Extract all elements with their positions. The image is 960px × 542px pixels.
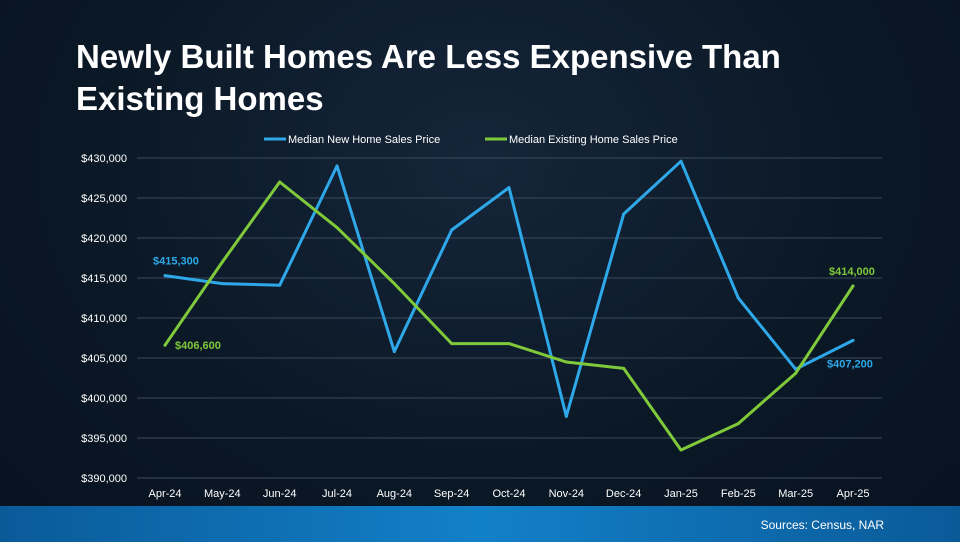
legend-entry-new: Median New Home Sales Price	[288, 134, 440, 146]
x-tick-label: Jun-24	[263, 488, 297, 500]
data-label-new: $415,300	[153, 256, 199, 268]
data-point-new	[278, 283, 282, 287]
y-tick-label: $410,000	[81, 313, 127, 325]
x-tick-label: Dec-24	[606, 488, 641, 500]
data-point-new	[335, 164, 339, 168]
data-point-new	[851, 338, 855, 342]
series-line-existing	[163, 180, 855, 452]
x-tick-label: Nov-24	[549, 488, 584, 500]
x-tick-label: Oct-24	[492, 488, 525, 500]
data-point-existing	[278, 180, 282, 184]
data-point-existing	[736, 422, 740, 426]
series-lines	[163, 159, 855, 452]
data-point-new	[507, 186, 511, 190]
data-label-existing: $406,600	[175, 340, 221, 352]
y-tick-label: $430,000	[81, 153, 127, 165]
y-tick-label: $425,000	[81, 193, 127, 205]
data-point-existing	[335, 226, 339, 230]
data-point-new	[736, 296, 740, 300]
x-tick-label: Jan-25	[664, 488, 698, 500]
data-point-existing	[564, 360, 568, 364]
data-point-existing	[220, 260, 224, 264]
data-point-new	[163, 274, 167, 278]
data-labels: $415,300 $407,200 $406,600 $414,000	[153, 256, 875, 371]
data-label-new: $407,200	[827, 358, 873, 370]
data-point-new	[622, 212, 626, 216]
x-tick-label: Apr-24	[148, 488, 181, 500]
data-label-existing: $414,000	[829, 266, 875, 278]
legend: Median New Home Sales Price Median Existi…	[264, 134, 678, 146]
data-point-existing	[794, 371, 798, 375]
data-point-new	[220, 282, 224, 286]
data-point-existing	[851, 284, 855, 288]
y-tick-label: $405,000	[81, 353, 127, 365]
x-tick-label: Apr-25	[836, 488, 869, 500]
x-tick-label: May-24	[204, 488, 241, 500]
x-tick-label: Aug-24	[377, 488, 412, 500]
data-point-existing	[163, 343, 167, 347]
data-point-new	[392, 350, 396, 354]
data-point-existing	[507, 342, 511, 346]
data-point-existing	[392, 282, 396, 286]
x-tick-label: Sep-24	[434, 488, 469, 500]
x-tick-label: Feb-25	[721, 488, 756, 500]
data-point-new	[564, 414, 568, 418]
data-point-new	[450, 228, 454, 232]
gridlines	[137, 157, 882, 479]
footer-bar: Sources: Census, NAR	[0, 506, 960, 542]
y-tick-label: $400,000	[81, 393, 127, 405]
data-point-existing	[450, 342, 454, 346]
data-point-existing	[622, 366, 626, 370]
data-point-existing	[679, 448, 683, 452]
x-tick-label: Mar-25	[778, 488, 813, 500]
y-tick-label: $395,000	[81, 433, 127, 445]
x-axis-ticks: Apr-24 May-24 Jun-24 Jul-24 Aug-24 Sep-24 Oct-…	[148, 488, 869, 500]
chart-title: Newly Built Homes Are Less Expensive Tha…	[76, 38, 781, 117]
y-tick-label: $415,000	[81, 273, 127, 285]
legend-entry-existing: Median Existing Home Sales Price	[509, 134, 678, 146]
source-note: Sources: Census, NAR	[760, 518, 884, 532]
data-point-new	[679, 159, 683, 163]
x-tick-label: Jul-24	[322, 488, 352, 500]
y-axis-ticks: $430,000 $425,000 $420,000 $415,000 $410,000…	[81, 153, 127, 485]
y-tick-label: $420,000	[81, 233, 127, 245]
y-tick-label: $390,000	[81, 473, 127, 485]
